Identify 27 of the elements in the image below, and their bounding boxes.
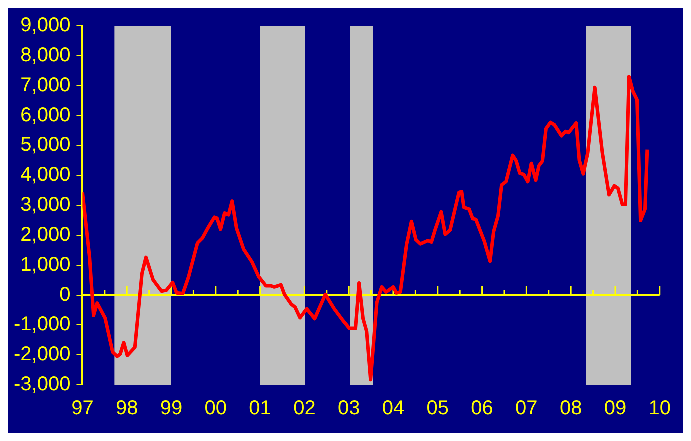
y-tick-label: 6,000 [20,104,71,126]
y-tick-label: 7,000 [20,74,71,96]
y-tick-label: 0 [60,284,71,306]
y-tick-label: 8,000 [20,44,71,66]
y-tick-label: 2,000 [20,224,71,246]
x-tick-label: 99 [160,398,183,420]
x-tick-label: 04 [382,398,405,420]
y-tick-label: -2,000 [14,344,71,366]
x-tick-label: 98 [116,398,138,420]
y-tick-label: -1,000 [14,314,71,336]
y-tick-label: 3,000 [20,194,71,216]
x-tick-label: 07 [516,398,538,420]
x-tick-label: 05 [426,398,450,420]
x-tick-label: 09 [604,398,627,420]
x-tick-label: 03 [338,398,360,420]
x-tick-label: 97 [72,398,94,420]
y-tick-label: 1,000 [20,254,71,276]
x-tick-label: 10 [648,398,671,420]
y-tick-label: 9,000 [20,14,71,37]
y-tick-label: -3,000 [14,374,71,396]
x-tick-label: 08 [560,398,582,420]
x-tick-label: 01 [249,398,272,420]
x-tick-label: 06 [471,398,494,420]
y-tick-label: 4,000 [20,164,71,186]
x-tick-label: 02 [294,398,316,420]
y-tick-label: 5,000 [20,134,71,156]
x-tick-label: 00 [204,398,228,420]
